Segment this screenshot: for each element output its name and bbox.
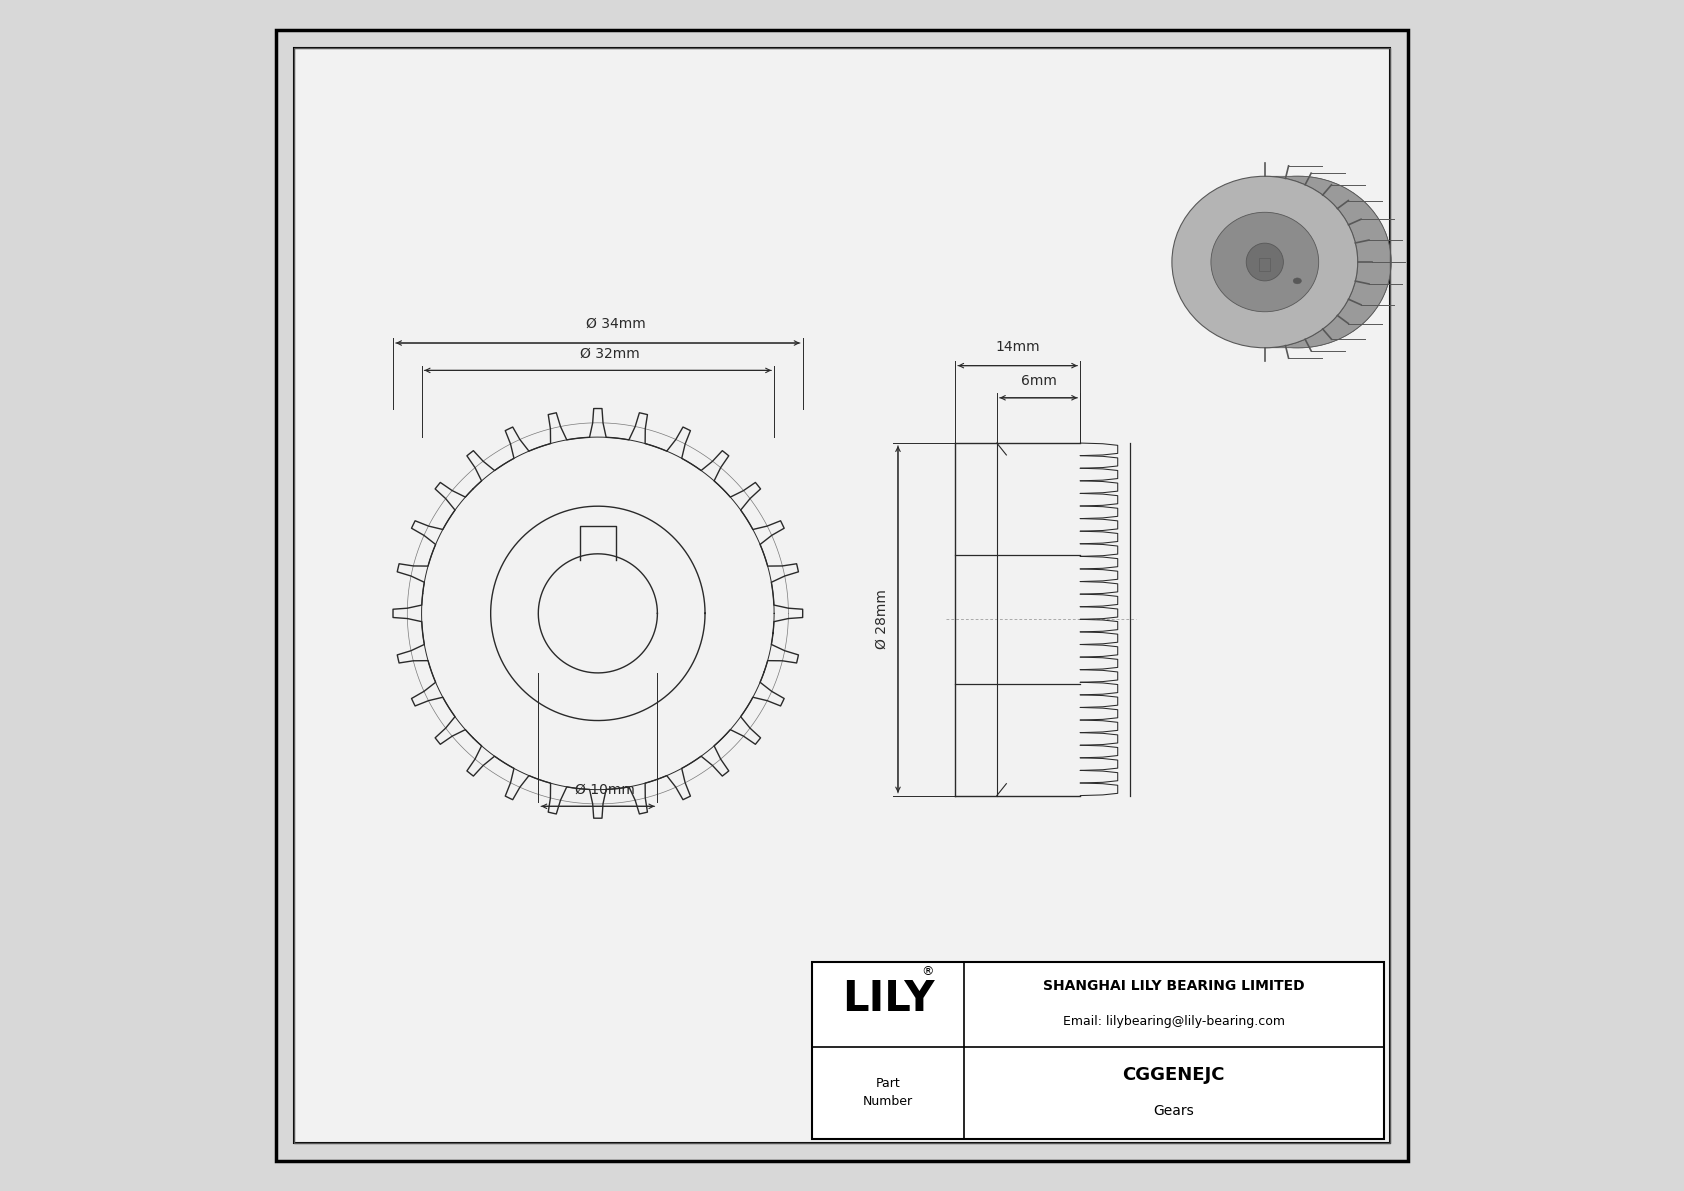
Text: Email: lilybearing@lily-bearing.com: Email: lilybearing@lily-bearing.com — [1063, 1015, 1285, 1028]
Ellipse shape — [1211, 212, 1319, 312]
Ellipse shape — [1246, 243, 1283, 281]
Text: Ø 34mm: Ø 34mm — [586, 317, 645, 331]
Text: Ø 10mm: Ø 10mm — [574, 782, 635, 797]
Ellipse shape — [1206, 176, 1391, 348]
Text: ®: ® — [921, 965, 933, 978]
FancyBboxPatch shape — [812, 962, 1384, 1139]
Text: 14mm: 14mm — [995, 339, 1041, 354]
Text: CGGENEJC: CGGENEJC — [1123, 1066, 1224, 1084]
Ellipse shape — [1293, 278, 1302, 283]
Ellipse shape — [1172, 176, 1357, 348]
Text: Ø 32mm: Ø 32mm — [579, 347, 640, 361]
Text: LILY: LILY — [842, 978, 935, 1019]
Text: Gears: Gears — [1154, 1104, 1194, 1117]
Text: Part
Number: Part Number — [862, 1078, 913, 1109]
Text: Ø 28mm: Ø 28mm — [874, 590, 889, 649]
Text: SHANGHAI LILY BEARING LIMITED: SHANGHAI LILY BEARING LIMITED — [1042, 979, 1305, 992]
Polygon shape — [1265, 176, 1391, 348]
Text: 6mm: 6mm — [1021, 374, 1056, 388]
FancyBboxPatch shape — [295, 48, 1389, 1143]
FancyBboxPatch shape — [1260, 257, 1270, 272]
